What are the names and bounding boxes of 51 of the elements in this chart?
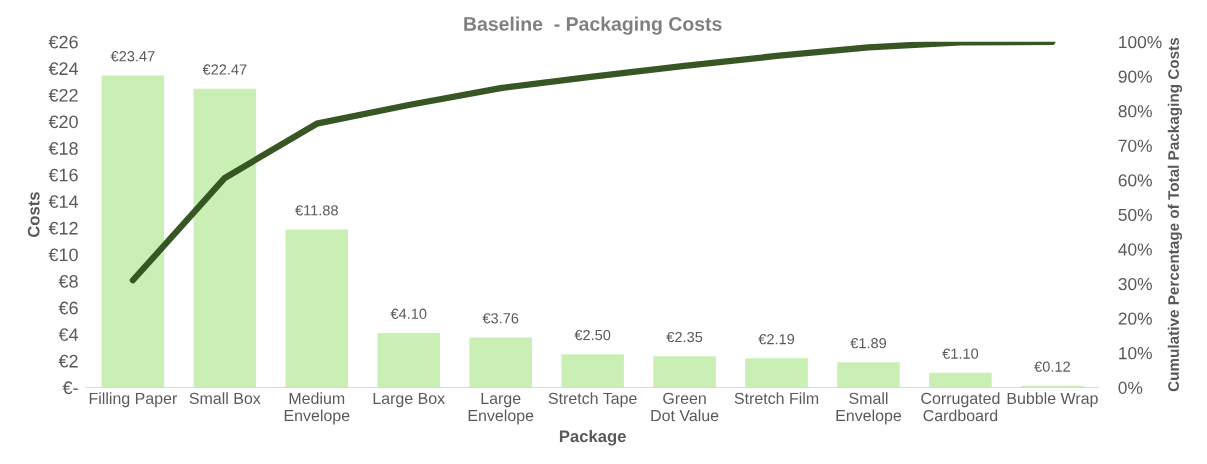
x-tick-label: Green Dot Value xyxy=(651,392,719,422)
data-label: €0.12 xyxy=(1034,361,1070,372)
y-tick-label: €20 xyxy=(48,115,78,129)
y2-tick-label: 10% xyxy=(1119,347,1152,360)
y2-axis-title: Cumulative Percentage of Total Packaging Costs xyxy=(1167,37,1183,392)
data-label: €2.50 xyxy=(574,329,611,341)
y-tick-label: €18 xyxy=(48,142,78,155)
chart-title: Baseline - Packaging Costs xyxy=(464,16,722,35)
y-tick-label: €6 xyxy=(58,301,78,315)
y-tick-label: €24 xyxy=(48,62,79,76)
y-tick-label: €16 xyxy=(48,168,78,182)
y-tick-label: €10 xyxy=(48,248,78,262)
x-tick-label: Stretch Film xyxy=(734,392,819,405)
x-tick-label: Bubble Wrap xyxy=(1007,392,1098,408)
y2-tick-label: 70% xyxy=(1118,139,1152,152)
data-label: €2.35 xyxy=(666,331,703,343)
data-label: €4.10 xyxy=(390,308,427,319)
y2-tick-label: 30% xyxy=(1118,277,1152,291)
y-tick-label: €4 xyxy=(58,328,79,341)
y-tick-label: €12 xyxy=(48,221,78,235)
data-label: €3.76 xyxy=(482,313,519,324)
x-axis-title: Package xyxy=(559,429,626,446)
y2-tick-label: 40% xyxy=(1118,243,1152,256)
data-label: €2.19 xyxy=(758,334,795,345)
x-tick-label: Large Envelope xyxy=(468,392,534,425)
y2-tick-label: 90% xyxy=(1118,70,1152,83)
x-tick-label: Small Envelope xyxy=(836,392,902,425)
y-tick-label: €8 xyxy=(58,275,78,288)
y2-tick-label: 60% xyxy=(1118,174,1152,187)
y-tick-label: €26 xyxy=(48,35,78,49)
x-tick-label: Corrugated Cardboard xyxy=(921,392,1000,422)
data-label: €1.10 xyxy=(942,348,979,359)
data-label: €22.47 xyxy=(202,64,247,75)
x-tick-label: Small Box xyxy=(189,392,261,405)
y2-tick-label: 100% xyxy=(1119,35,1162,49)
x-tick-label: Medium Envelope xyxy=(284,392,350,425)
data-label: €11.88 xyxy=(295,205,338,216)
y-tick-label: €2 xyxy=(58,354,78,368)
y-axis-title: Costs xyxy=(27,192,40,238)
x-tick-label: Large Box xyxy=(373,392,445,408)
y2-tick-label: 80% xyxy=(1118,105,1152,118)
y-tick-label: €14 xyxy=(48,195,79,209)
x-tick-label: Filling Paper xyxy=(89,392,177,408)
y2-tick-label: 0% xyxy=(1118,381,1143,394)
data-label: €23.47 xyxy=(110,51,155,62)
y2-tick-label: 50% xyxy=(1118,208,1152,222)
y-tick-label: €22 xyxy=(48,88,78,102)
x-tick-label: Stretch Tape xyxy=(548,392,637,408)
data-label: €1.89 xyxy=(850,337,887,349)
y2-tick-label: 20% xyxy=(1118,312,1152,325)
y-tick-label: €- xyxy=(62,381,78,395)
